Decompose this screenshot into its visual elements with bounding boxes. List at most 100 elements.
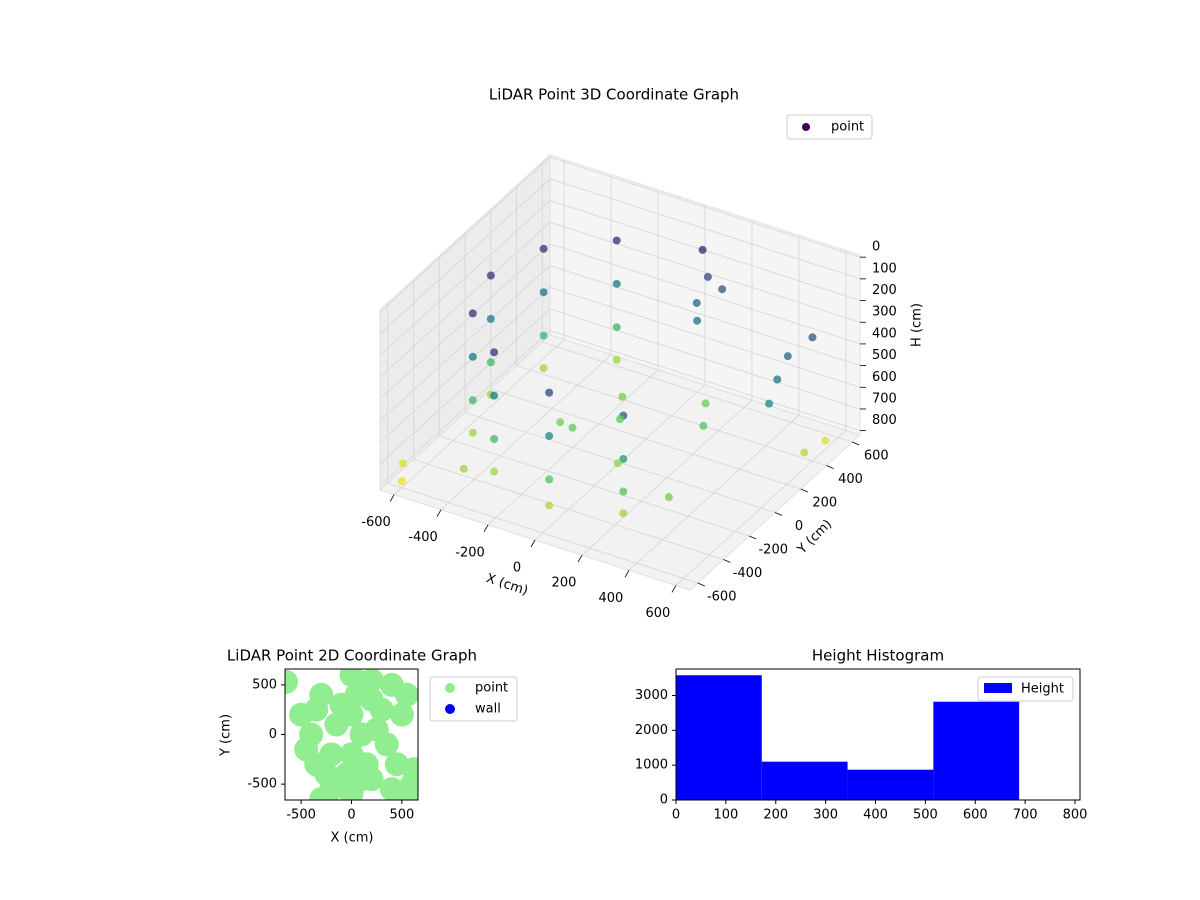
- point: [545, 501, 554, 510]
- y-tick-label: 400: [838, 472, 863, 487]
- x-tick-label: -500: [286, 808, 316, 823]
- bar: [933, 701, 1020, 800]
- tick-mark: [852, 441, 860, 446]
- point: [459, 464, 468, 473]
- legend-label: Height: [1021, 682, 1064, 697]
- point: [539, 331, 548, 340]
- tick-mark: [389, 494, 395, 502]
- x-tick-label: -600: [361, 515, 391, 530]
- axes-frame: [675, 668, 1081, 801]
- point: [319, 742, 344, 767]
- point: [398, 459, 407, 468]
- z-tick-label: 300: [872, 305, 897, 320]
- point: [539, 364, 548, 373]
- x-tick-label: 200: [552, 576, 577, 591]
- point: [783, 352, 792, 361]
- point: [568, 423, 577, 432]
- grid-line: [379, 286, 551, 443]
- grid-line: [490, 388, 801, 490]
- z-tick-label: 200: [872, 283, 897, 298]
- bar: [761, 761, 848, 800]
- point: [613, 459, 622, 468]
- x-tick-label: -200: [455, 545, 485, 560]
- legend-label: wall: [475, 702, 501, 717]
- point: [359, 687, 384, 712]
- x-tick-label: 400: [599, 591, 624, 606]
- point: [334, 762, 359, 787]
- bar: [676, 675, 762, 800]
- grid-line: [379, 200, 551, 356]
- x-tick-label: 700: [1013, 808, 1038, 823]
- grid-line: [542, 341, 853, 443]
- grid-line: [439, 435, 750, 537]
- y-tick-label: -400: [733, 566, 763, 581]
- grid-line: [379, 156, 551, 313]
- y-tick-label: 0: [269, 727, 277, 742]
- point: [394, 682, 418, 707]
- point: [616, 415, 624, 424]
- grid-line: [549, 286, 861, 388]
- tick-mark: [774, 512, 783, 516]
- grid-line: [549, 178, 861, 280]
- point: [397, 476, 406, 485]
- point: [304, 697, 329, 722]
- x-tick-label: -400: [408, 530, 438, 545]
- point: [486, 314, 495, 323]
- x-tick-label: 300: [813, 808, 838, 823]
- point: [339, 669, 364, 687]
- point: [773, 375, 782, 384]
- x-tick-label: 500: [913, 808, 938, 823]
- grid-line: [549, 265, 861, 366]
- point: [612, 279, 621, 288]
- point: [374, 732, 399, 757]
- y-tick-label: 500: [252, 677, 277, 692]
- x-tick-label: 500: [389, 808, 414, 823]
- point: [490, 391, 499, 400]
- point: [468, 352, 477, 361]
- point: [490, 467, 499, 476]
- x-axis-label: X (cm): [331, 831, 374, 846]
- point: [556, 418, 565, 427]
- point: [359, 669, 384, 692]
- y-tick-label: 3000: [635, 688, 668, 703]
- point: [539, 288, 548, 297]
- point: [692, 298, 701, 307]
- legend-marker: [445, 683, 455, 693]
- grid-line: [516, 365, 827, 466]
- point: [701, 399, 710, 408]
- point: [821, 436, 830, 445]
- y-tick-label: 200: [812, 496, 837, 511]
- point: [545, 475, 554, 484]
- point: [800, 448, 809, 457]
- point: [309, 787, 334, 800]
- x-tick-label: 0: [347, 808, 355, 823]
- y-tick-label: 600: [864, 449, 889, 464]
- point: [339, 702, 364, 727]
- point: [490, 348, 499, 357]
- point: [619, 487, 628, 496]
- point: [314, 762, 339, 787]
- point: [486, 358, 495, 367]
- y-tick-label: -500: [247, 777, 277, 792]
- chart-title: Height Histogram: [812, 647, 944, 665]
- x-tick-label: 100: [713, 808, 738, 823]
- x-tick-label: 600: [645, 606, 670, 621]
- grid-line: [413, 459, 724, 560]
- legend-marker: [802, 123, 810, 131]
- point: [468, 396, 477, 405]
- tick-mark: [697, 582, 705, 587]
- grid-line: [379, 178, 551, 335]
- legend-label: point: [831, 120, 864, 135]
- point: [612, 236, 621, 245]
- grid-line: [379, 243, 551, 400]
- grid-line: [549, 156, 861, 258]
- point: [765, 399, 774, 408]
- point: [619, 509, 628, 518]
- point: [808, 333, 817, 342]
- point: [698, 245, 707, 254]
- z-tick-label: 800: [872, 413, 897, 428]
- z-tick-label: 0: [872, 240, 880, 255]
- x-tick-label: 400: [863, 808, 888, 823]
- z-tick-label: 400: [872, 326, 897, 341]
